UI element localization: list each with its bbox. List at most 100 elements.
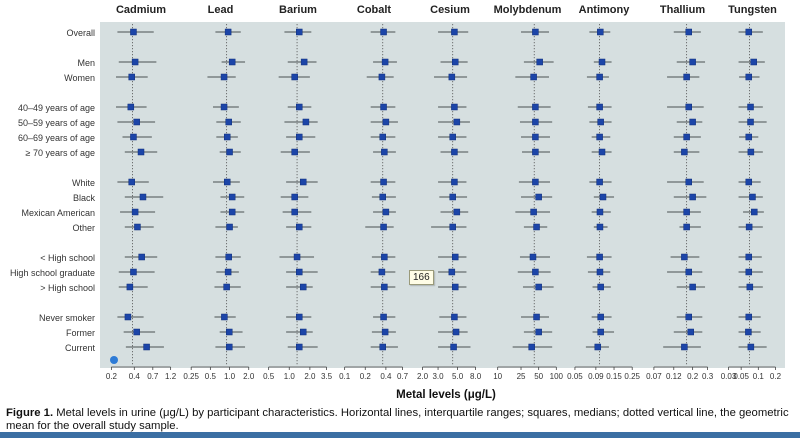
panel-tungsten: Tungsten 0.030.05 0.1 0.2	[721, 4, 782, 381]
panel-title: Barium	[279, 4, 317, 16]
median-marker	[291, 148, 298, 156]
cursor-indicator	[110, 356, 118, 364]
median-marker	[597, 118, 604, 126]
median-marker	[596, 208, 604, 216]
median-marker	[226, 343, 233, 351]
median-marker	[451, 103, 458, 111]
median-marker	[381, 58, 389, 66]
panel-title: Cobalt	[357, 4, 392, 16]
x-tick-label: 1.0	[224, 372, 236, 381]
x-tick-label: 0.2	[687, 372, 699, 381]
median-marker	[131, 58, 139, 66]
median-marker	[380, 103, 387, 111]
median-marker	[296, 268, 303, 276]
median-marker	[300, 58, 308, 66]
panel-title: Cadmium	[116, 4, 166, 16]
x-tick-label: 25	[517, 372, 526, 381]
median-marker	[599, 193, 607, 201]
caption-text: Metal levels in urine (μg/L) by particip…	[6, 407, 789, 432]
median-marker	[299, 328, 307, 336]
panel-lead: Lead 0.25 0.5 1.0 2.0	[183, 4, 254, 381]
x-tick-label: 0.05	[567, 372, 583, 381]
median-marker	[596, 133, 603, 141]
median-marker	[532, 118, 539, 126]
x-tick-label: 0.09	[588, 372, 604, 381]
x-tick-label: 0.07	[646, 372, 662, 381]
median-marker	[597, 328, 604, 336]
median-marker	[226, 223, 233, 231]
median-marker	[689, 283, 696, 291]
x-tick-label: 3.5	[321, 372, 333, 381]
median-marker	[535, 283, 542, 291]
median-marker	[226, 148, 233, 156]
median-marker	[127, 103, 135, 111]
row-label: Former	[66, 328, 95, 338]
x-tick-label: 10	[493, 372, 502, 381]
median-marker	[687, 328, 694, 336]
median-marker	[689, 193, 696, 201]
median-marker	[228, 58, 236, 66]
median-marker	[533, 223, 540, 231]
median-marker	[293, 253, 301, 261]
median-marker	[381, 253, 388, 261]
median-marker	[749, 193, 756, 201]
median-marker	[532, 178, 539, 186]
median-marker	[681, 343, 688, 351]
row-label: High school graduate	[10, 268, 95, 278]
median-marker	[745, 268, 753, 276]
x-tick-label: 0.25	[624, 372, 640, 381]
median-marker	[528, 343, 535, 351]
median-marker	[220, 73, 228, 81]
median-marker	[745, 328, 752, 336]
median-marker	[535, 328, 542, 336]
x-axis-label: Metal levels (μg/L)	[396, 389, 496, 401]
median-marker	[302, 118, 310, 126]
median-marker	[745, 223, 753, 231]
median-marker	[380, 223, 387, 231]
x-tick-label: 0.7	[147, 372, 159, 381]
panel-title: Thallium	[660, 4, 705, 16]
x-tick-label: 2.0	[417, 372, 429, 381]
median-marker	[689, 58, 696, 66]
median-marker	[747, 118, 754, 126]
median-marker	[745, 313, 753, 321]
median-marker	[745, 178, 753, 186]
median-marker	[449, 193, 456, 201]
median-marker	[126, 283, 134, 291]
x-tick-label: 0.5	[263, 372, 275, 381]
x-tick-label: 0.1	[339, 372, 351, 381]
row-label: 60–69 years of age	[18, 133, 95, 143]
median-marker	[124, 313, 132, 321]
row-label: 40–49 years of age	[18, 103, 95, 113]
median-marker	[133, 118, 140, 126]
median-marker	[532, 28, 539, 36]
median-marker	[228, 193, 236, 201]
median-marker	[747, 343, 755, 351]
median-marker	[130, 28, 137, 36]
x-tick-label: 0.4	[380, 372, 392, 381]
median-marker	[532, 268, 539, 276]
x-tick-label: 0.05	[733, 372, 749, 381]
median-marker	[530, 73, 537, 81]
median-marker	[291, 208, 298, 216]
panel-title: Cesium	[430, 4, 470, 16]
median-marker	[296, 313, 303, 321]
median-marker	[596, 253, 603, 261]
median-marker	[681, 253, 688, 261]
median-marker	[745, 73, 753, 81]
median-marker	[299, 283, 307, 291]
taskbar	[0, 432, 800, 438]
median-marker	[138, 253, 145, 261]
median-marker	[452, 328, 460, 336]
x-tick-label: 8.0	[470, 372, 482, 381]
median-marker	[596, 103, 603, 111]
median-marker	[451, 283, 459, 291]
row-labels: Overall Men Women 40–49 years of age 50–59 y…	[10, 28, 96, 353]
median-marker	[380, 28, 387, 36]
caption-label: Figure 1.	[6, 407, 54, 419]
panel-barium: Barium 0.5 1.0 2.0 3.5	[263, 4, 333, 381]
median-marker	[685, 28, 692, 36]
median-marker	[296, 223, 303, 231]
median-marker	[451, 58, 459, 66]
